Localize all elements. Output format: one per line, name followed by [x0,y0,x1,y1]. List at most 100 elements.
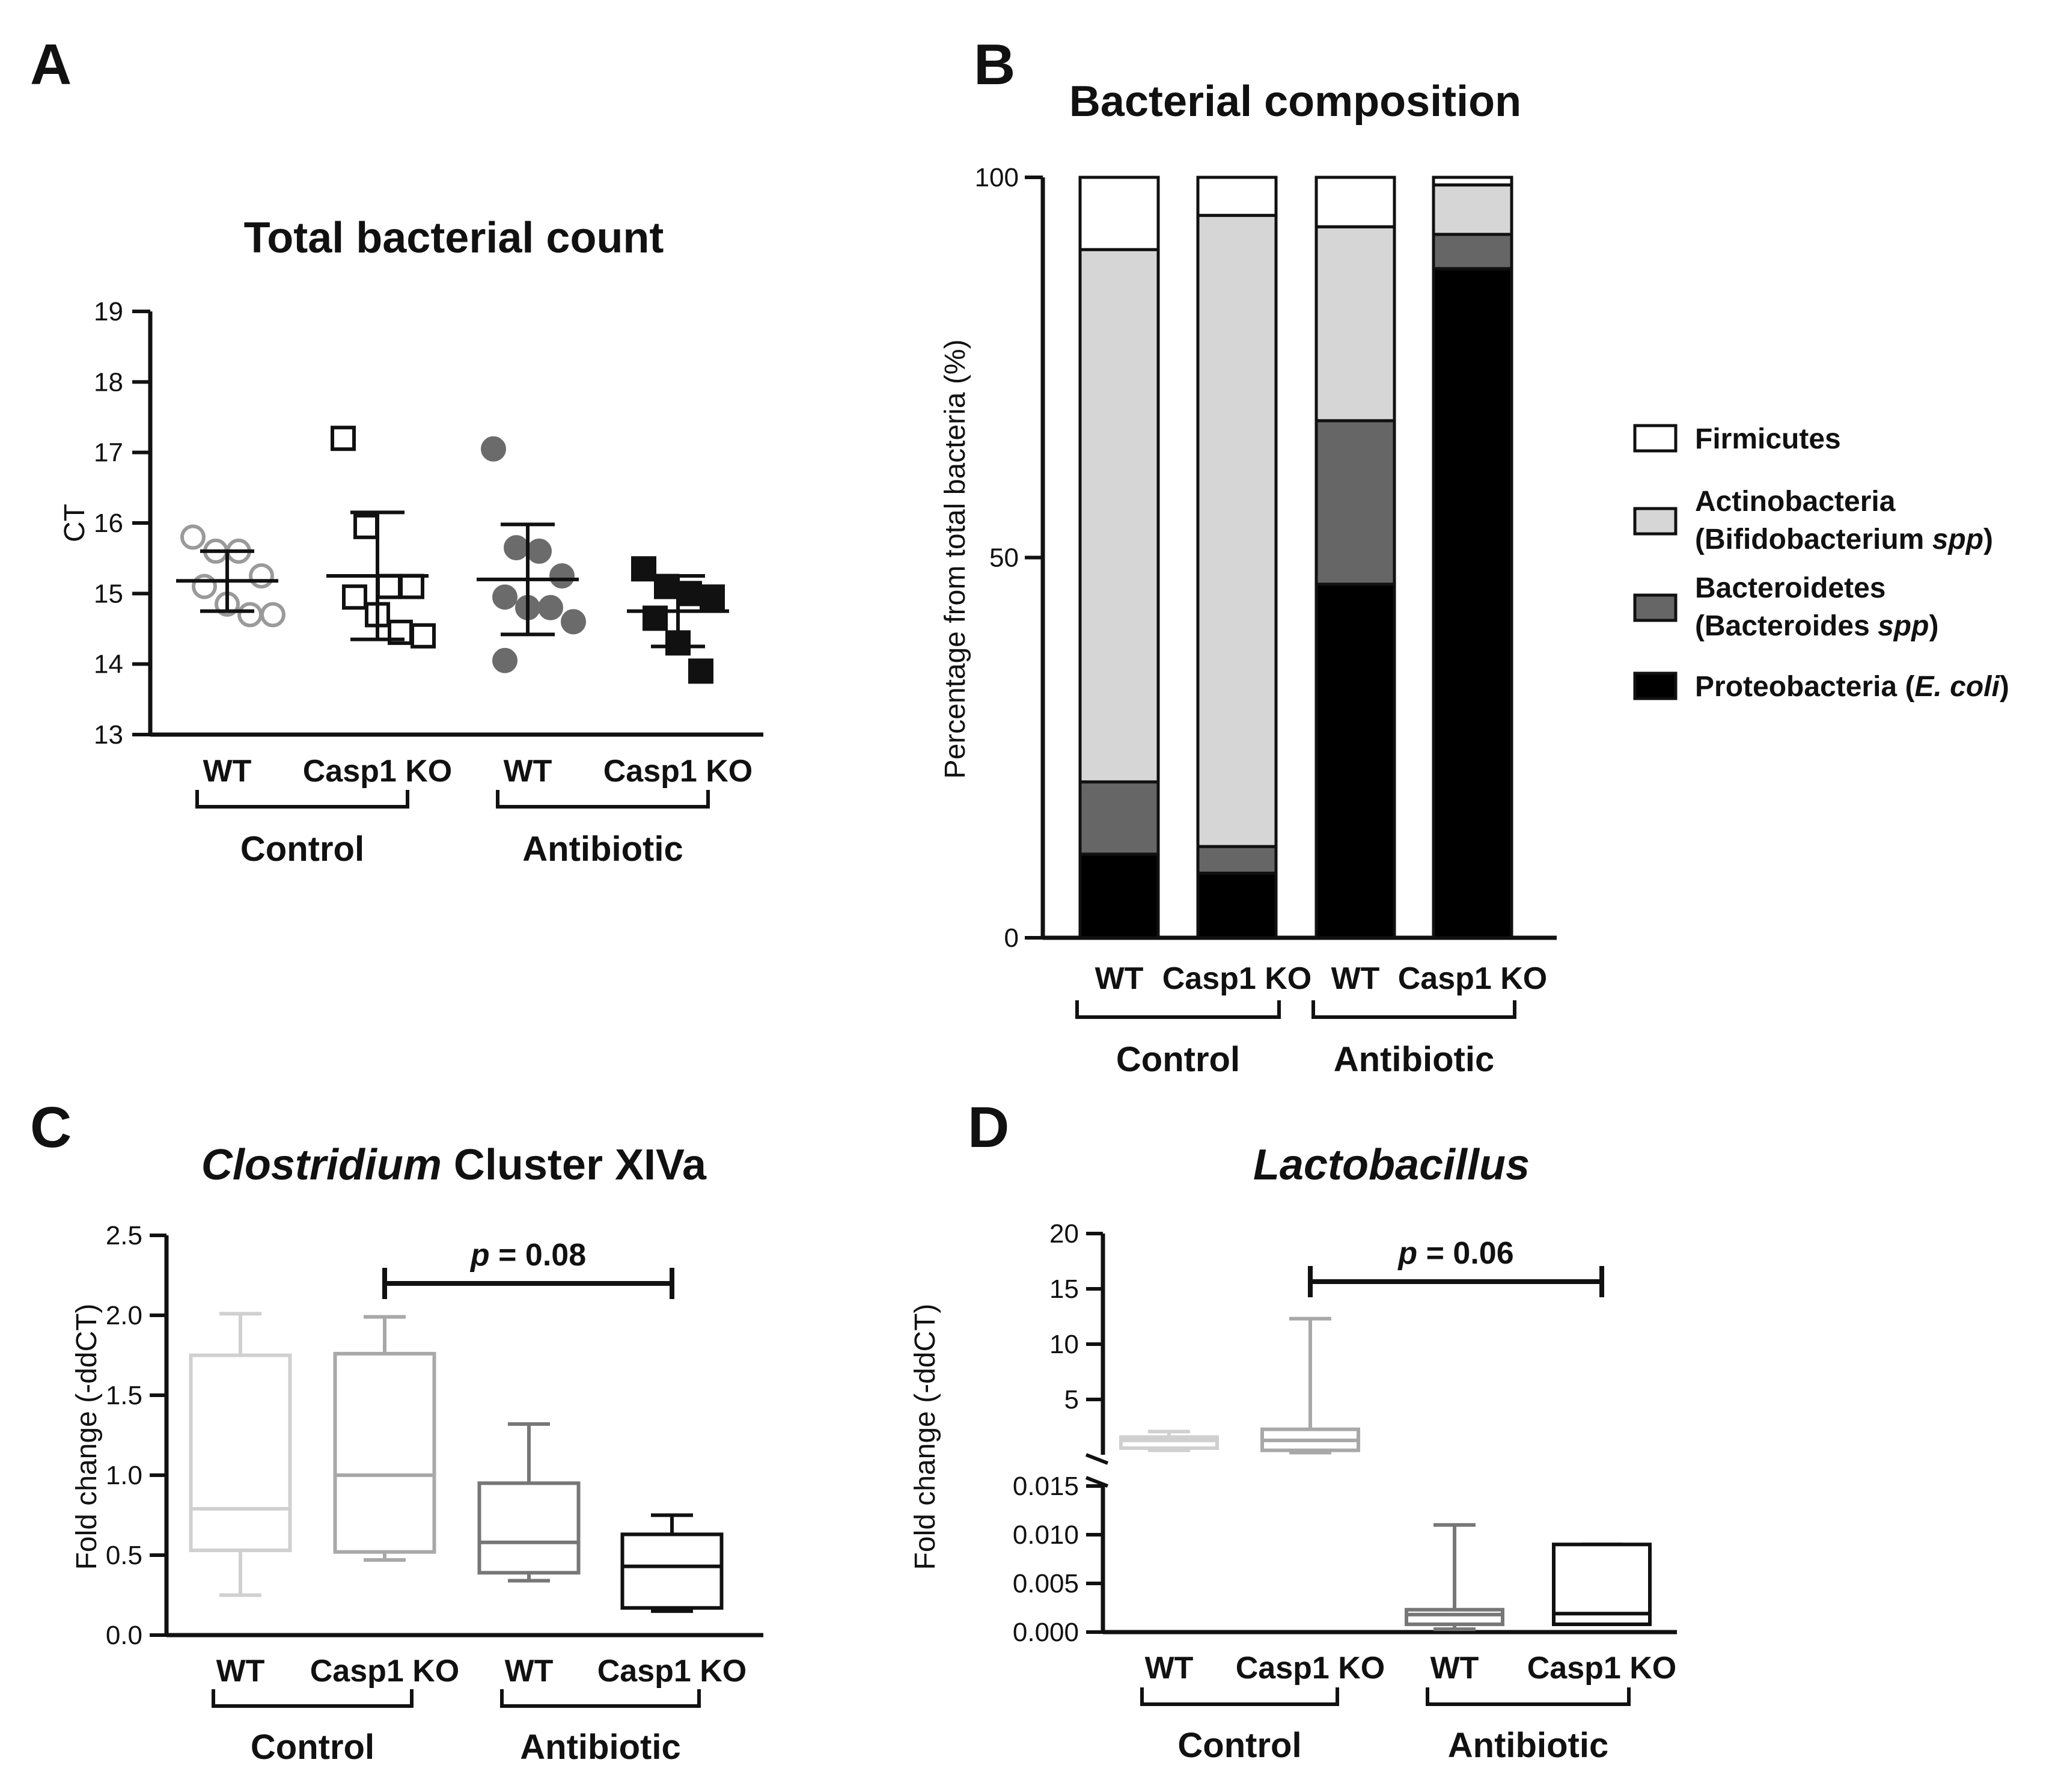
panel-a: A Total bacterial count 13 14 15 16 17 18 19 CT WT… [30,32,763,869]
data-point [654,573,679,599]
data-point [353,513,379,539]
stacked-bar-segment [1078,780,1160,856]
data-point [411,623,436,649]
chart-title: Bacterial composition [1069,78,1521,126]
legend-text-italic: E. coli [1914,671,2000,703]
data-point [700,584,725,610]
legend-swatch [1633,671,1678,700]
y-tick-label: 50 [989,543,1019,573]
y-axis-title: Percentage from total bacteria (%) [939,340,971,779]
p-value: = 0.06 [1417,1236,1513,1271]
y-tick-label: 100 [975,163,1019,192]
y-tick-label: 0.0 [106,1621,142,1650]
box-iqr [620,1532,724,1610]
panel-label-d: D [968,1095,1009,1160]
chart-title-italic: Clostridium [201,1141,442,1189]
group-label: Antibiotic [1448,1726,1608,1765]
y-tick-label: 18 [94,367,123,397]
legend-text: (Bacteroides [1695,610,1878,642]
y-tick-label: 19 [94,297,123,326]
category-label: WT [504,754,552,789]
legend-text: Proteobacteria ( [1695,671,1914,703]
stacked-bar-segment [1196,845,1278,875]
category-label: Casp1 KO [1236,1651,1385,1686]
legend-text: ) [2000,671,2009,703]
legend-text: (Bifidobacterium [1695,524,1932,555]
y-tick-label: 17 [94,438,123,468]
data-point [342,584,367,610]
data-point [376,573,401,599]
category-label: WT [1145,1651,1194,1686]
box-iqr [477,1481,581,1575]
category-label: WT [216,1654,265,1689]
group-bracket [1075,1000,1281,1019]
group-bracket [195,790,409,809]
group-label: Antibiotic [1334,1040,1494,1079]
y-tick-label: 20 [1049,1219,1079,1249]
legend-text: ) [1929,610,1938,642]
panel-b: B Bacterial composition 0 50 100 Percentage f… [939,32,2009,1079]
legend-label: Bacteroidetes [1695,572,1885,604]
y-tick-label: 0 [1004,923,1019,953]
data-point [331,426,356,451]
legend-text-italic: spp [1878,610,1929,642]
y-axis-title: CT [59,504,91,542]
group-bracket [212,1689,414,1708]
stacked-bar-segment [1078,176,1160,251]
stacked-bar-segment [1432,233,1513,271]
group-label: Control [251,1728,374,1767]
stacked-bar-segment [1078,852,1160,940]
y-tick-label: 0.005 [1013,1569,1079,1598]
legend-label: Actinobacteria [1695,486,1896,518]
axis-break-mark [1085,1453,1109,1465]
box-iqr [189,1353,292,1553]
y-tick-label: 13 [94,720,123,750]
stacked-bar-segment [1314,225,1396,423]
p-value-label: p = 0.06 [1397,1236,1513,1271]
group-label: Control [240,830,364,869]
group-label: Antibiotic [520,1728,680,1767]
data-point [180,524,206,550]
data-point [549,563,575,589]
legend-swatch [1633,507,1678,536]
chart-title-rest: Cluster XIVa [442,1141,707,1189]
category-label: Casp1 KO [603,754,753,789]
y-tick-label: 5 [1064,1385,1079,1414]
legend-swatch [1633,424,1678,453]
panel-label-b: B [974,32,1015,97]
chart-title: Clostridium Cluster XIVa [201,1141,707,1189]
stacked-bar-segment [1196,213,1278,848]
data-point [688,658,713,684]
stacked-bar-segment [1432,176,1513,187]
data-point [260,602,285,628]
data-point [561,609,586,635]
stacked-bar-segment [1196,176,1278,217]
category-label: WT [203,754,252,789]
legend-text-italic: spp [1932,524,1983,555]
data-point [492,584,518,610]
chart-title: Lactobacillus [1253,1141,1530,1189]
group-bracket [1140,1687,1339,1706]
category-label: WT [505,1654,554,1689]
stacked-bar-segment [1078,248,1160,784]
stacked-bar-segment [1314,176,1396,228]
data-point [538,595,563,620]
box-iqr [1552,1543,1652,1627]
y-tick-label: 1.0 [106,1461,142,1490]
y-tick-label: 0.5 [106,1541,142,1570]
group-bracket [496,790,710,809]
legend-label: Proteobacteria (E. coli) [1695,671,2009,703]
axis-break-mark [1085,1476,1109,1488]
data-point [504,535,529,561]
p-italic: p [1397,1236,1417,1271]
y-tick-label: 2.0 [106,1301,142,1330]
y-tick-label: 15 [1049,1274,1079,1304]
category-label: Casp1 KO [310,1654,460,1689]
box-iqr [1405,1607,1504,1627]
stacked-bar-segment [1196,871,1278,940]
stacked-bar-segment [1432,183,1513,236]
group-bracket [1311,1000,1516,1019]
panel-c: C Clostridium Cluster XIVa 0.0 0.5 1.0 1.5 2.0… [30,1095,763,1767]
group-label: Control [1116,1040,1240,1079]
category-label: Casp1 KO [1398,961,1548,996]
